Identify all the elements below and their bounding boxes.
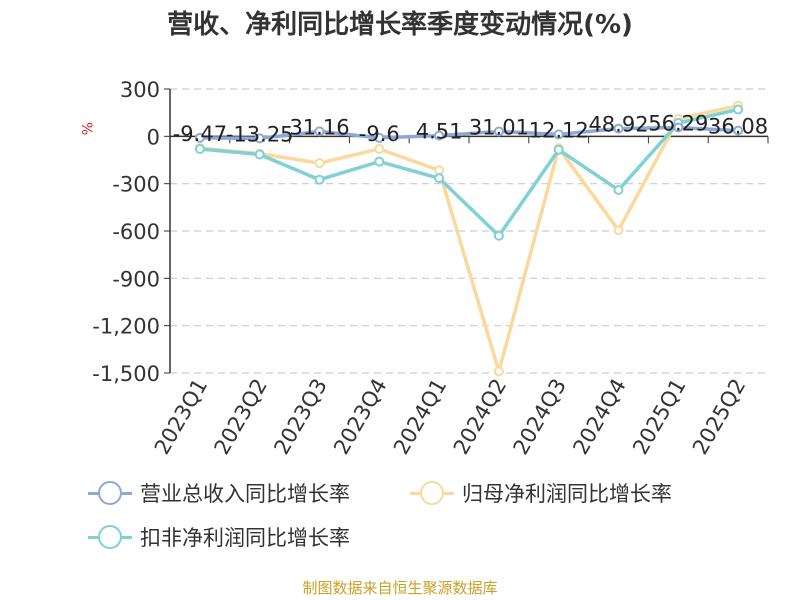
data-point	[733, 104, 744, 115]
x-tick-label: 2025Q2	[688, 375, 750, 459]
data-point	[434, 165, 445, 176]
data-label: 36.08	[708, 115, 768, 139]
data-point	[194, 132, 205, 143]
legend-revenue-symbol	[88, 481, 132, 505]
data-point	[314, 174, 325, 185]
y-tick-label: 300	[120, 78, 160, 102]
series-line	[199, 107, 739, 238]
x-tick-label: 2023Q2	[210, 375, 272, 459]
y-tick-label: -1,500	[92, 362, 160, 386]
legend-item-net-profit[interactable]: 归母净利润同比增长率	[410, 478, 672, 508]
x-tick-label: 2024Q2	[449, 375, 511, 459]
data-point	[434, 173, 445, 184]
data-label: -13.25	[226, 122, 294, 146]
data-label: 31.16	[289, 115, 349, 139]
data-label: 31.01	[469, 115, 529, 139]
data-point	[493, 126, 504, 137]
legend-revenue-label: 营业总收入同比增长率	[140, 482, 350, 506]
data-point	[733, 125, 744, 136]
data-point	[613, 225, 624, 236]
data-point	[374, 156, 385, 167]
data-point	[434, 130, 445, 141]
data-point	[254, 149, 265, 160]
x-tick-label: 2025Q1	[628, 375, 690, 459]
data-label: 48.92	[588, 113, 648, 137]
x-tick-label: 2023Q3	[269, 375, 331, 459]
data-point	[374, 132, 385, 143]
x-tick-label: 2024Q3	[509, 375, 571, 459]
data-point	[314, 126, 325, 137]
data-label: -9.6	[359, 122, 400, 146]
data-label: 56.29	[648, 111, 708, 135]
series-line	[199, 125, 739, 141]
x-tick-label: 2024Q4	[568, 375, 630, 459]
legend-item-revenue[interactable]: 营业总收入同比增长率	[88, 478, 350, 508]
data-point	[493, 230, 504, 241]
data-label: 4.51	[416, 120, 463, 144]
data-point	[553, 144, 564, 155]
chart-title: 营收、净利同比增长率季度变动情况(%)	[167, 10, 633, 40]
data-point	[613, 184, 624, 195]
x-tick-label: 2023Q1	[150, 375, 212, 459]
data-point	[314, 158, 325, 169]
data-point	[493, 366, 504, 377]
data-point	[613, 123, 624, 134]
data-source: 制图数据来自恒生聚源数据库	[302, 579, 498, 597]
legend-net-profit-symbol	[410, 481, 454, 505]
x-tick-label: 2023Q4	[329, 375, 391, 459]
data-point	[553, 129, 564, 140]
legend-net-profit-label: 归母净利润同比增长率	[462, 482, 672, 506]
y-tick-label: 0	[147, 125, 160, 149]
data-point	[194, 143, 205, 154]
data-label: -9.47	[173, 122, 227, 146]
y-tick-label: -300	[112, 173, 160, 197]
data-label: 12.12	[529, 118, 589, 142]
y-tick-label: -600	[112, 220, 160, 244]
legend-item-deducted-profit[interactable]: 扣非净利润同比增长率	[88, 522, 350, 552]
legend-deducted-profit-label: 扣非净利润同比增长率	[140, 526, 350, 550]
x-tick-label: 2024Q1	[389, 374, 451, 458]
legend-deducted-profit-symbol	[88, 525, 132, 549]
series-line	[199, 103, 739, 374]
data-point	[254, 133, 265, 144]
data-point	[673, 122, 684, 133]
y-tick-label: -900	[112, 267, 160, 291]
y-tick-label: -1,200	[92, 315, 160, 339]
data-point	[374, 143, 385, 154]
